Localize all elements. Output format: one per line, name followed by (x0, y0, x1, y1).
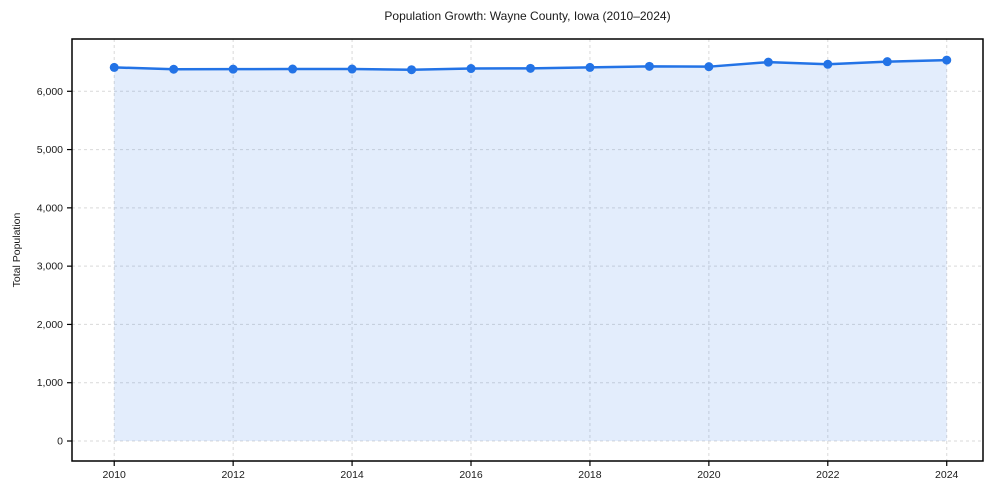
x-tick-label: 2024 (935, 469, 959, 481)
y-tick-label: 1,000 (37, 377, 63, 389)
data-point (109, 62, 119, 72)
x-tick-label: 2018 (578, 469, 602, 481)
data-point (763, 57, 773, 67)
data-point (942, 55, 952, 65)
y-tick-label: 2,000 (37, 319, 63, 331)
x-tick-label: 2012 (221, 469, 245, 481)
data-point (347, 64, 357, 74)
y-tick-label: 5,000 (37, 144, 63, 156)
x-tick-label: 2010 (103, 469, 127, 481)
plot-frame (71, 38, 984, 462)
y-tick-label: 6,000 (37, 86, 63, 98)
y-tick-label: 0 (57, 436, 63, 448)
y-tick-label: 4,000 (37, 202, 63, 214)
x-tick-label: 2020 (697, 469, 721, 481)
data-point (644, 61, 654, 71)
x-tick-label: 2022 (816, 469, 840, 481)
area-fill (114, 60, 947, 442)
data-point (882, 57, 892, 67)
data-point (228, 64, 238, 74)
chart-title: Population Growth: Wayne County, Iowa (2… (384, 9, 671, 23)
data-point (823, 59, 833, 69)
x-tick-label: 2014 (340, 469, 364, 481)
x-tick-label: 2016 (459, 469, 483, 481)
data-point (288, 64, 298, 74)
y-tick-label: 3,000 (37, 261, 63, 273)
data-point (169, 64, 179, 74)
data-point (466, 64, 476, 74)
data-point (407, 65, 417, 75)
data-point (525, 63, 535, 73)
data-point (585, 62, 595, 72)
data-point (704, 62, 714, 72)
